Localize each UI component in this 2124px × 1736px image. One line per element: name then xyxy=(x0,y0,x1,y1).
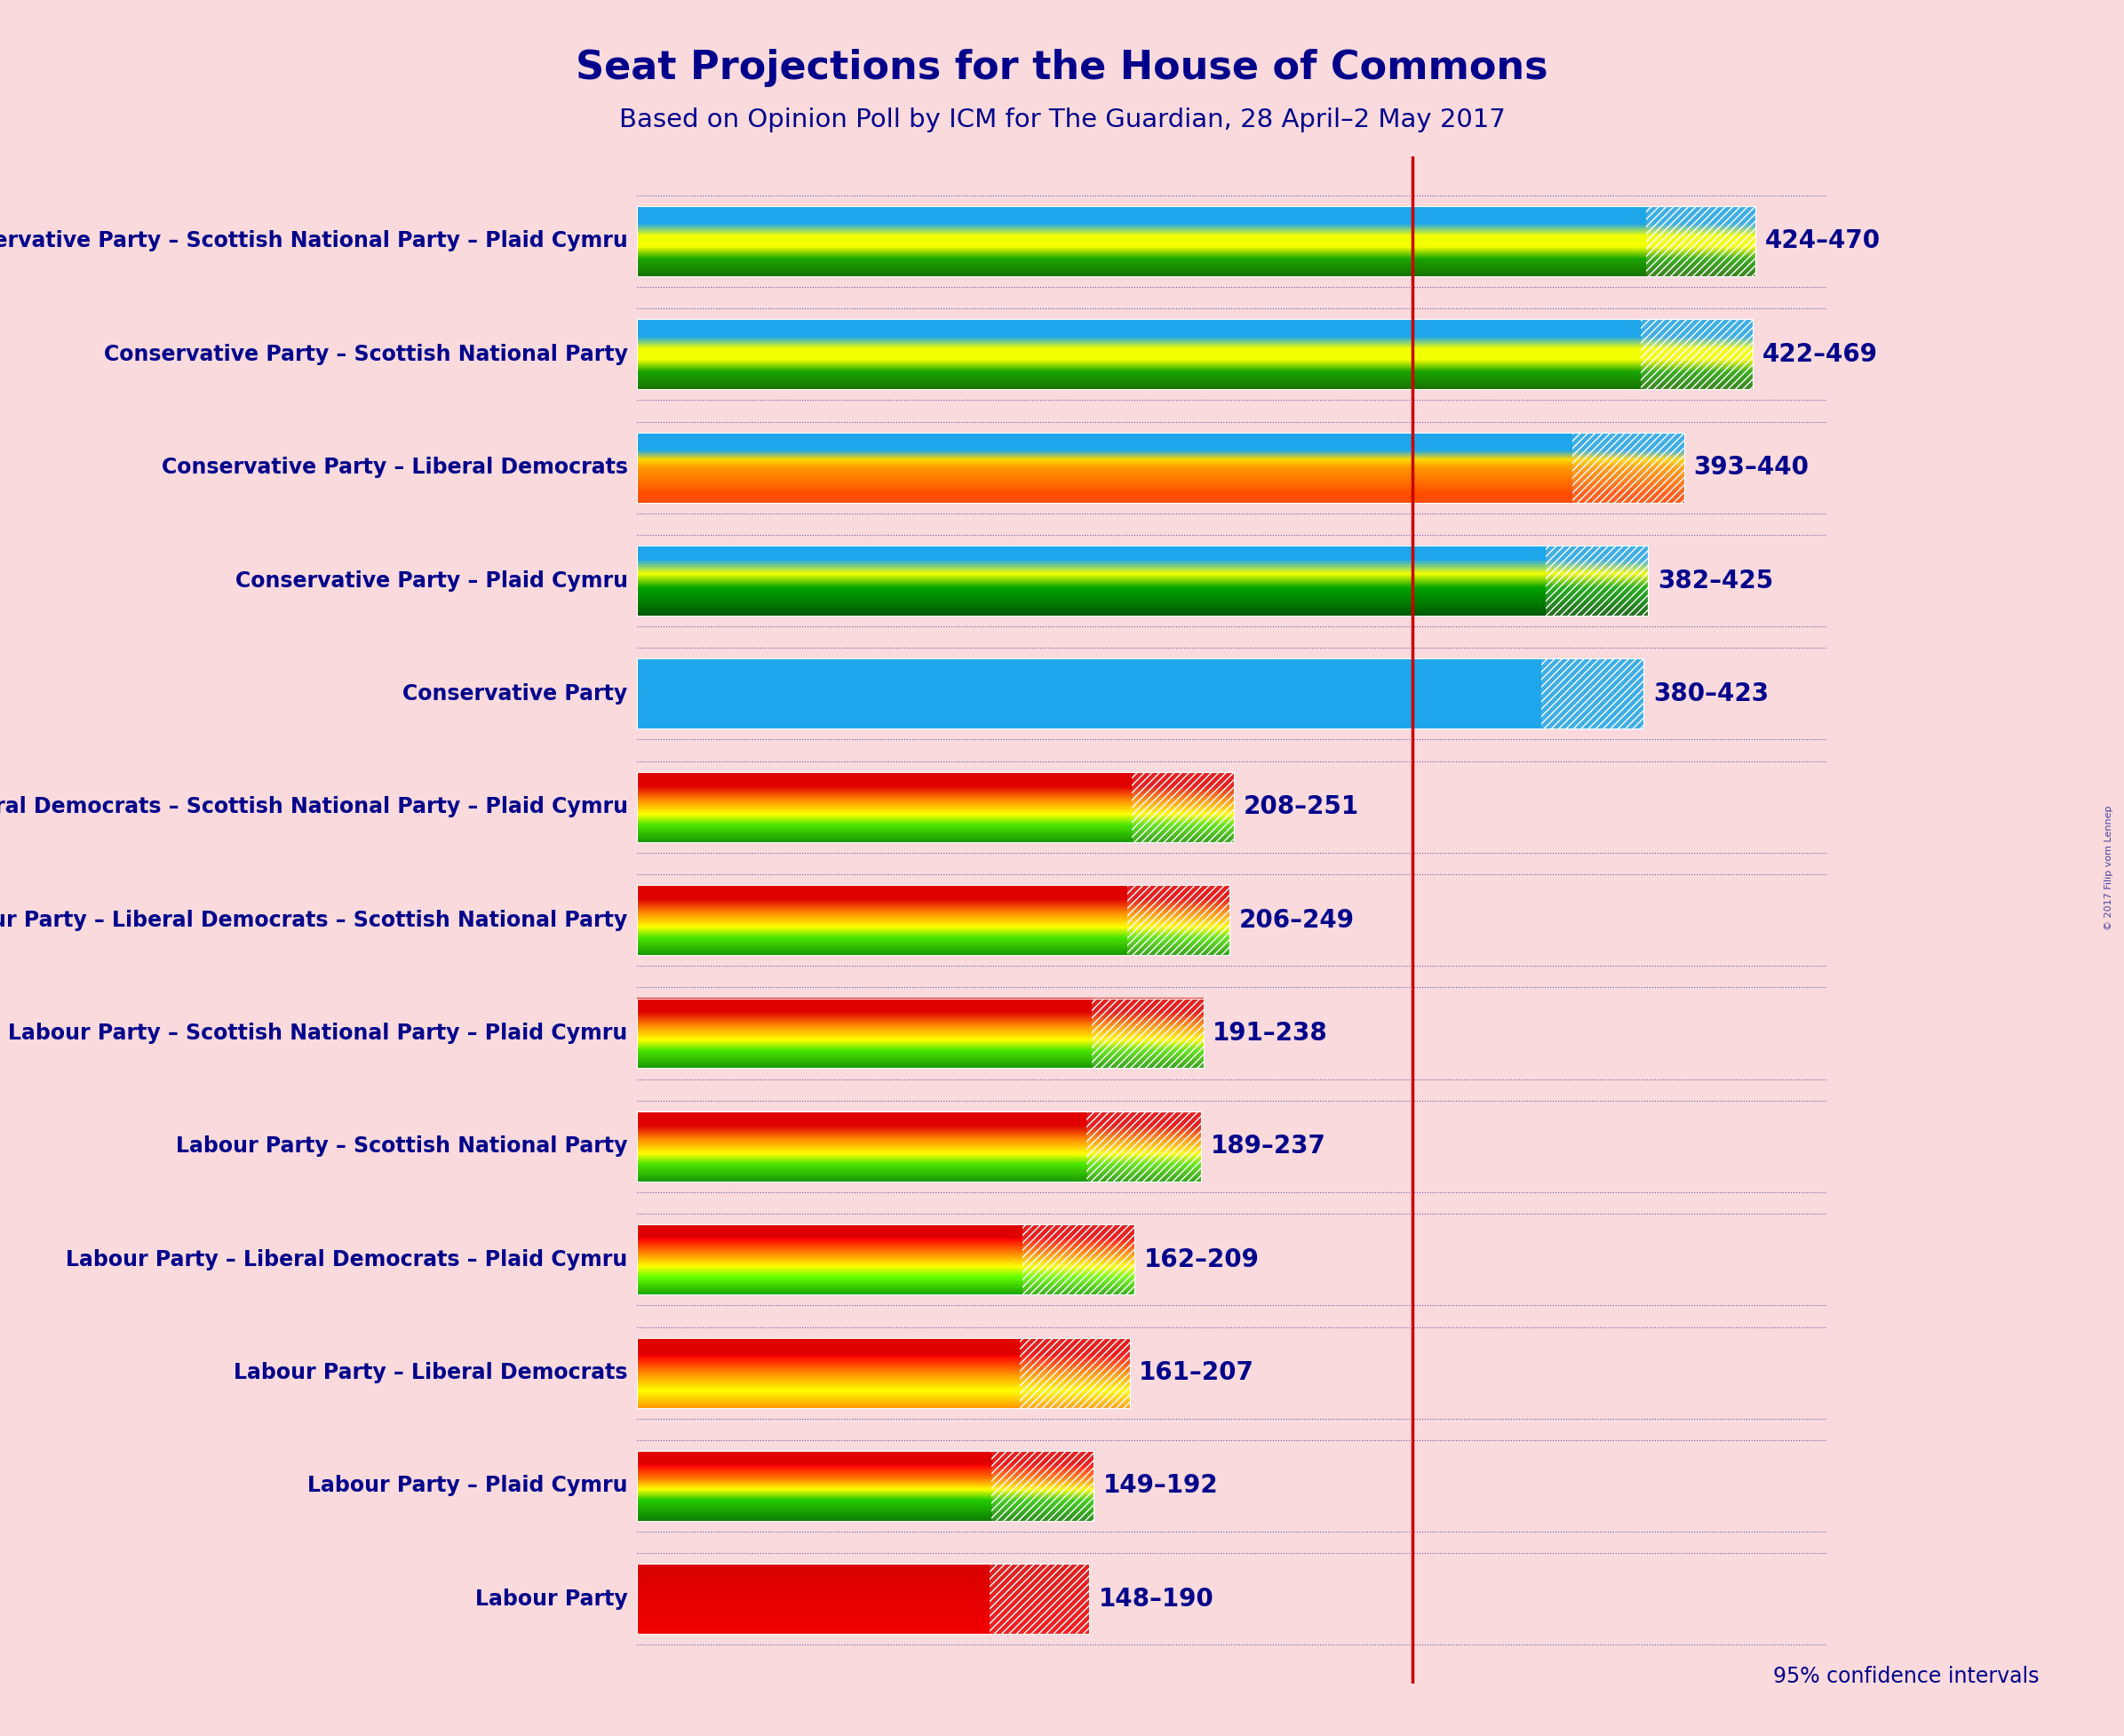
Bar xyxy=(637,545,1648,616)
Text: 95% confidence intervals: 95% confidence intervals xyxy=(1774,1667,2039,1687)
Text: 382–425: 382–425 xyxy=(1657,568,1774,594)
Text: Labour Party – Liberal Democrats: Labour Party – Liberal Democrats xyxy=(234,1363,629,1384)
Text: Conservative Party – Liberal Democrats: Conservative Party – Liberal Democrats xyxy=(161,457,629,477)
Text: 191–238: 191–238 xyxy=(1213,1021,1328,1045)
Bar xyxy=(1542,658,1644,729)
Text: 161–207: 161–207 xyxy=(1138,1361,1255,1385)
Bar xyxy=(637,207,1754,276)
Text: 380–423: 380–423 xyxy=(1652,681,1769,707)
Text: 189–237: 189–237 xyxy=(1211,1134,1325,1160)
Text: 424–470: 424–470 xyxy=(1765,229,1880,253)
Text: Labour Party – Liberal Democrats – Plaid Cymru: Labour Party – Liberal Democrats – Plaid… xyxy=(66,1248,629,1271)
Bar xyxy=(637,998,1204,1068)
Bar xyxy=(637,1224,1134,1295)
Text: Conservative Party – Scottish National Party: Conservative Party – Scottish National P… xyxy=(104,344,629,365)
Bar xyxy=(1646,207,1754,276)
Bar xyxy=(637,885,1230,955)
Text: Labour Party – Liberal Democrats – Scottish National Party – Plaid Cymru: Labour Party – Liberal Democrats – Scott… xyxy=(0,797,629,818)
Text: 208–251: 208–251 xyxy=(1245,795,1359,819)
Text: 148–190: 148–190 xyxy=(1098,1587,1215,1611)
Bar xyxy=(637,1338,1130,1408)
Bar xyxy=(992,1451,1094,1521)
Bar xyxy=(637,319,1752,389)
Bar xyxy=(1092,998,1204,1068)
Bar xyxy=(637,432,1684,502)
Text: Labour Party – Scottish National Party: Labour Party – Scottish National Party xyxy=(176,1135,629,1158)
Text: 149–192: 149–192 xyxy=(1104,1474,1219,1498)
Text: Labour Party – Scottish National Party – Plaid Cymru: Labour Party – Scottish National Party –… xyxy=(8,1023,629,1043)
Bar xyxy=(637,773,1234,842)
Bar xyxy=(1132,773,1234,842)
Text: Seat Projections for the House of Commons: Seat Projections for the House of Common… xyxy=(576,49,1548,87)
Text: 206–249: 206–249 xyxy=(1238,908,1355,932)
Bar xyxy=(637,658,1644,729)
Text: Conservative Party: Conservative Party xyxy=(404,682,629,705)
Bar xyxy=(990,1564,1090,1634)
Text: 393–440: 393–440 xyxy=(1693,455,1810,479)
Bar xyxy=(1128,885,1230,955)
Bar xyxy=(637,1564,1090,1634)
Bar xyxy=(1572,432,1684,502)
Text: Conservative Party – Scottish National Party – Plaid Cymru: Conservative Party – Scottish National P… xyxy=(0,231,629,252)
Bar xyxy=(1546,545,1648,616)
Text: © 2017 Filip vom Lennep: © 2017 Filip vom Lennep xyxy=(2105,806,2113,930)
Text: 162–209: 162–209 xyxy=(1145,1246,1260,1272)
Text: Labour Party – Liberal Democrats – Scottish National Party: Labour Party – Liberal Democrats – Scott… xyxy=(0,910,629,930)
Bar xyxy=(1642,319,1752,389)
Text: Conservative Party – Plaid Cymru: Conservative Party – Plaid Cymru xyxy=(236,569,629,592)
Text: Labour Party – Plaid Cymru: Labour Party – Plaid Cymru xyxy=(308,1476,629,1496)
Text: 422–469: 422–469 xyxy=(1763,342,1878,366)
Bar xyxy=(1022,1224,1134,1295)
Bar xyxy=(1020,1338,1130,1408)
Text: Labour Party: Labour Party xyxy=(476,1588,629,1609)
Bar xyxy=(637,1111,1200,1182)
Text: Based on Opinion Poll by ICM for The Guardian, 28 April–2 May 2017: Based on Opinion Poll by ICM for The Gua… xyxy=(618,108,1506,132)
Bar xyxy=(1087,1111,1200,1182)
Bar xyxy=(637,1451,1094,1521)
